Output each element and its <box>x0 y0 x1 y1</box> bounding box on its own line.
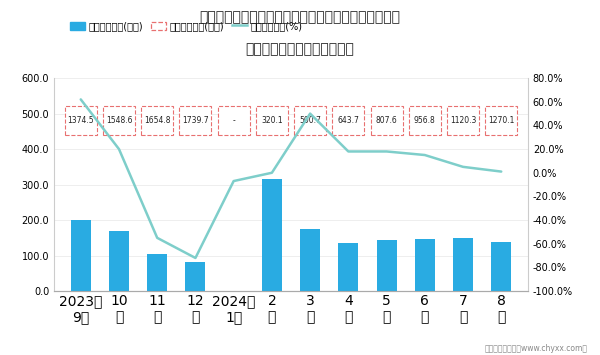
FancyBboxPatch shape <box>371 106 403 135</box>
FancyBboxPatch shape <box>447 106 479 135</box>
FancyBboxPatch shape <box>485 106 517 135</box>
Text: 值、累计值及同比增长统计图: 值、累计值及同比增长统计图 <box>245 43 355 56</box>
Text: 1654.8: 1654.8 <box>144 116 170 125</box>
FancyBboxPatch shape <box>141 106 173 135</box>
Text: 近一年全国石油、煤炭及其他燃料加工业出口货值当期: 近一年全国石油、煤炭及其他燃料加工业出口货值当期 <box>199 11 401 24</box>
Text: 1120.3: 1120.3 <box>450 116 476 125</box>
Text: 1739.7: 1739.7 <box>182 116 209 125</box>
Text: 1270.1: 1270.1 <box>488 116 514 125</box>
Text: 643.7: 643.7 <box>337 116 359 125</box>
Text: 807.6: 807.6 <box>376 116 397 125</box>
Bar <box>453 238 473 291</box>
Text: 1374.5: 1374.5 <box>67 116 94 125</box>
FancyBboxPatch shape <box>332 106 364 135</box>
FancyBboxPatch shape <box>218 106 250 135</box>
Text: 956.8: 956.8 <box>414 116 436 125</box>
FancyBboxPatch shape <box>179 106 211 135</box>
Bar <box>109 231 129 291</box>
FancyBboxPatch shape <box>256 106 288 135</box>
FancyBboxPatch shape <box>103 106 135 135</box>
Text: 500.7: 500.7 <box>299 116 321 125</box>
Bar <box>338 243 358 291</box>
FancyBboxPatch shape <box>65 106 97 135</box>
Legend: 当月出口货值(亿元), 累计出口货值(亿元), 当月同比增长(%): 当月出口货值(亿元), 累计出口货值(亿元), 当月同比增长(%) <box>68 19 304 33</box>
Text: 制图：智研咨询（www.chyxx.com）: 制图：智研咨询（www.chyxx.com） <box>485 344 588 353</box>
Text: 1548.6: 1548.6 <box>106 116 132 125</box>
Bar <box>147 254 167 291</box>
Bar <box>300 229 320 291</box>
Bar <box>377 240 397 291</box>
Bar <box>262 179 282 291</box>
Bar <box>491 242 511 291</box>
FancyBboxPatch shape <box>409 106 441 135</box>
Text: 320.1: 320.1 <box>261 116 283 125</box>
Bar <box>415 239 435 291</box>
Bar <box>71 220 91 291</box>
Text: -: - <box>232 116 235 125</box>
FancyBboxPatch shape <box>294 106 326 135</box>
Bar <box>185 262 205 291</box>
